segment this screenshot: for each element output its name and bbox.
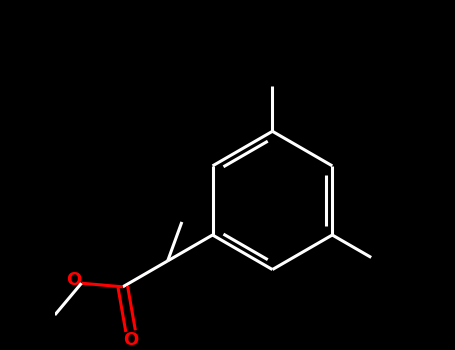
Text: O: O bbox=[66, 272, 81, 289]
Text: O: O bbox=[123, 331, 138, 349]
